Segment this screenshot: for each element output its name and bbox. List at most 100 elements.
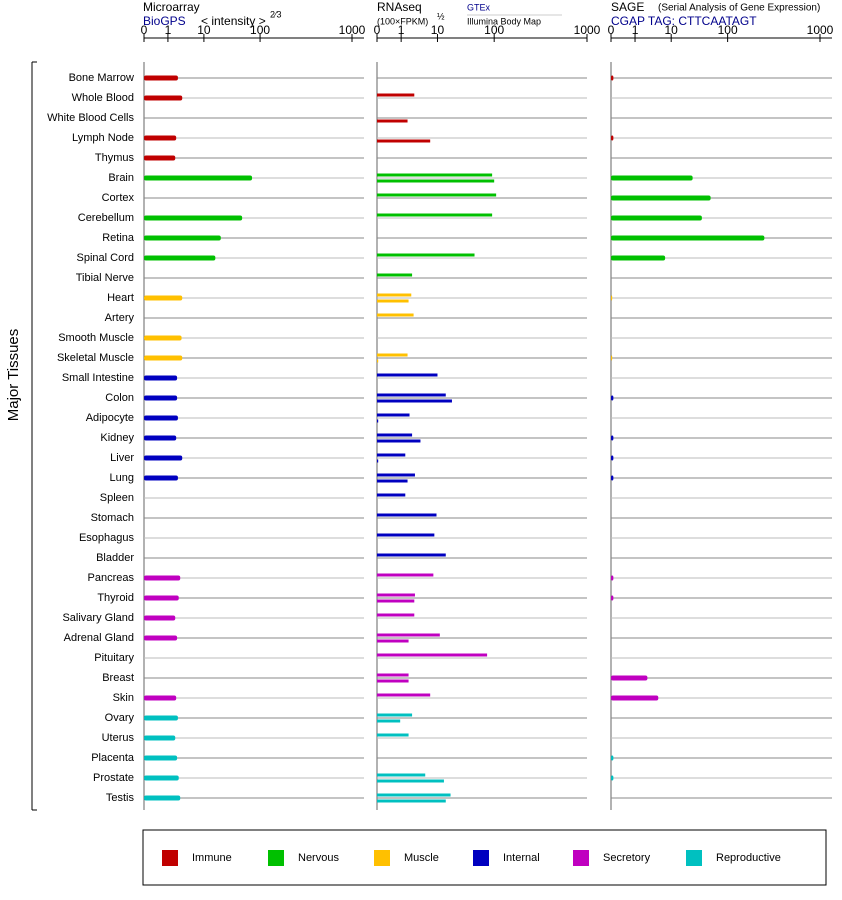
legend-swatch <box>573 850 589 866</box>
panel-title: SAGE <box>611 0 644 14</box>
category-label: Thymus <box>95 152 135 164</box>
category-label: Adrenal Gland <box>64 632 134 644</box>
x-tick-label: 1 <box>165 23 172 37</box>
scale-label: < intensity > <box>201 14 266 28</box>
bar <box>144 635 178 641</box>
bar <box>144 435 177 441</box>
category-label: Cerebellum <box>78 212 134 224</box>
series-name: GTEx <box>467 2 491 12</box>
bar <box>611 295 613 301</box>
legend-label: Secretory <box>603 852 651 864</box>
bar <box>611 135 614 141</box>
bar <box>377 673 409 677</box>
bar <box>377 313 414 317</box>
category-label: Bone Marrow <box>69 72 134 84</box>
bar <box>144 175 253 181</box>
bar <box>611 175 693 181</box>
bar <box>144 475 178 481</box>
bar <box>611 215 702 221</box>
bar <box>377 399 452 403</box>
panel-title: RNAseq <box>377 0 422 14</box>
scale-exponent: 2⁄3 <box>270 9 282 19</box>
category-label: Thyroid <box>97 592 134 604</box>
bar <box>377 799 446 803</box>
panel-subtitle: CGAP TAG: CTTCAATAGT <box>611 14 757 28</box>
bar <box>377 119 408 123</box>
bar <box>377 633 440 637</box>
category-label: Skeletal Muscle <box>57 352 134 364</box>
x-tick-label: 1000 <box>807 23 834 37</box>
bar <box>377 533 435 537</box>
category-label: Salivary Gland <box>62 612 134 624</box>
category-label: Cortex <box>102 192 135 204</box>
legend-label: Immune <box>192 852 232 864</box>
bar <box>611 475 614 481</box>
category-label: Stomach <box>91 512 134 524</box>
legend-label: Reproductive <box>716 852 781 864</box>
bar <box>377 653 488 657</box>
bar <box>611 395 614 401</box>
bar <box>144 235 221 241</box>
bar <box>144 735 176 741</box>
legend-label: Muscle <box>404 852 439 864</box>
bar <box>611 575 614 581</box>
x-tick-label: 1000 <box>574 23 601 37</box>
bar <box>377 299 409 303</box>
bar <box>377 373 438 377</box>
bar <box>377 473 415 477</box>
bar <box>144 615 176 621</box>
bar <box>377 353 408 357</box>
panel-note: (Serial Analysis of Gene Expression) <box>658 3 820 14</box>
bar <box>377 93 415 97</box>
bar <box>377 293 412 297</box>
bar <box>377 713 413 717</box>
series-name: Illumina Body Map <box>467 16 541 26</box>
legend-swatch <box>268 850 284 866</box>
bar <box>377 439 421 443</box>
legend-box <box>142 829 827 886</box>
bar <box>377 419 379 423</box>
category-label: Small Intestine <box>62 372 134 384</box>
bar <box>144 355 183 361</box>
y-axis-label: Major Tissues <box>5 329 22 422</box>
bar <box>611 355 613 361</box>
bar <box>377 413 410 417</box>
category-label: Smooth Muscle <box>58 332 134 344</box>
category-label: Kidney <box>100 432 134 444</box>
bar <box>611 695 659 701</box>
bar <box>611 755 614 761</box>
bar <box>144 755 178 761</box>
bar <box>611 195 711 201</box>
bar <box>377 359 379 363</box>
bar <box>377 773 426 777</box>
bar <box>611 435 614 441</box>
bar <box>377 639 409 643</box>
legend-label: Nervous <box>298 852 339 864</box>
category-label: Ovary <box>105 712 135 724</box>
bar <box>377 573 434 577</box>
bar <box>377 733 409 737</box>
x-tick-label: 0 <box>374 23 381 37</box>
bar <box>144 715 178 721</box>
bar <box>144 595 179 601</box>
bar <box>144 215 243 221</box>
bar <box>377 599 415 603</box>
bar <box>144 415 178 421</box>
x-tick-label: 1 <box>632 23 639 37</box>
bar <box>377 273 413 277</box>
x-tick-label: 10 <box>197 23 211 37</box>
bar <box>377 513 437 517</box>
legend-swatch <box>686 850 702 866</box>
category-label: Placenta <box>91 752 135 764</box>
x-tick-label: 0 <box>608 23 615 37</box>
category-label: Tibial Nerve <box>76 272 134 284</box>
bar <box>144 335 182 341</box>
legend-swatch <box>162 850 178 866</box>
category-label: Prostate <box>93 772 134 784</box>
category-label: White Blood Cells <box>47 112 134 124</box>
bar <box>377 693 431 697</box>
bar <box>611 235 765 241</box>
x-tick-label: 1000 <box>339 23 366 37</box>
